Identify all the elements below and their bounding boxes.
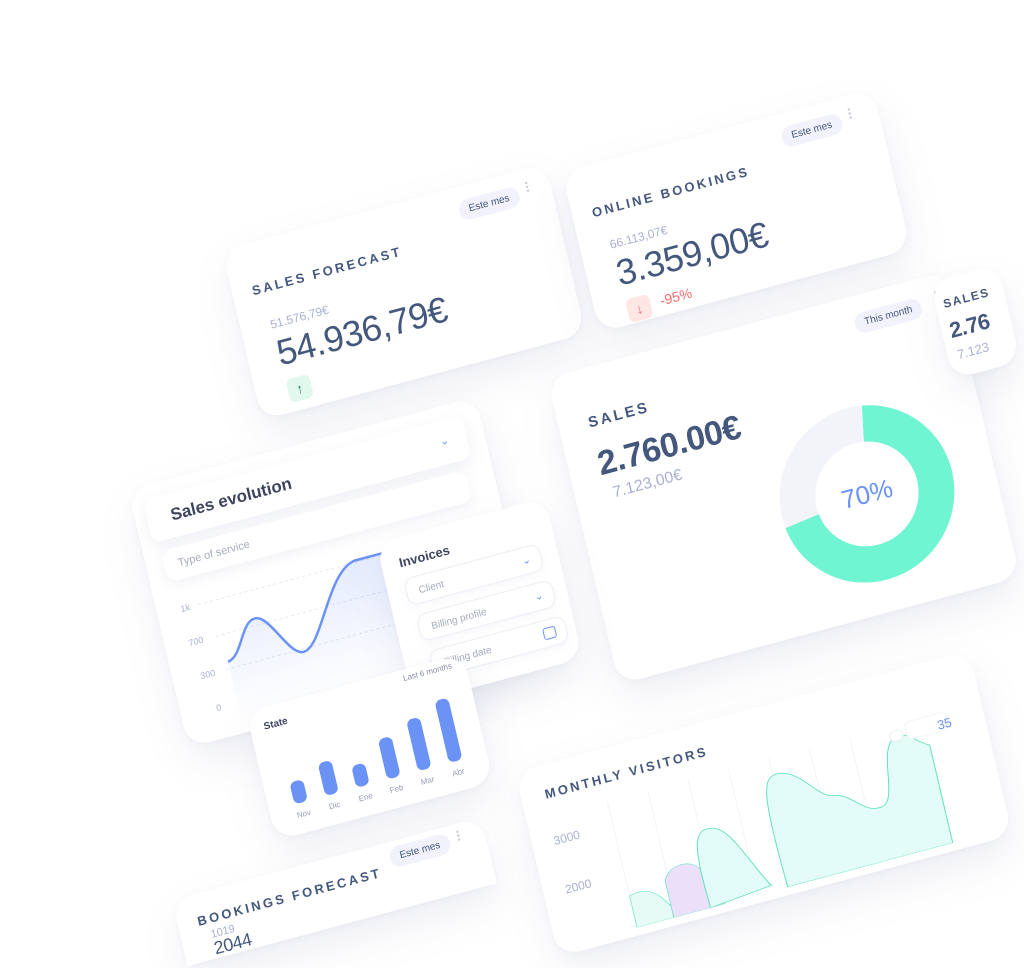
main-value: 54.936,79€: [272, 288, 452, 374]
card-title: Online bookings: [590, 163, 751, 221]
bar-chart: Nov Dic Ene Feb Mar Abr: [290, 698, 466, 820]
gridline: [197, 546, 413, 606]
more-options-icon[interactable]: •••: [454, 826, 462, 845]
donut-chart: 70%: [779, 405, 955, 583]
change-percent: -95%: [658, 284, 694, 309]
bookings-forecast-card: Bookings forecast Este mes • • • 1019 2044: [172, 817, 497, 967]
card-title: Sales evolution: [168, 473, 294, 525]
state-card: State Last 6 months Nov Dic Ene Feb Mar Abr: [246, 653, 494, 841]
x-tick-label: Mar: [420, 774, 436, 786]
x-tick-label: Abr: [451, 766, 465, 778]
y-tick-label: 700: [188, 635, 205, 649]
area-series-teal-low: [629, 890, 675, 928]
x-tick-label: Dic: [328, 800, 341, 812]
period-selector[interactable]: Este mes: [387, 832, 453, 869]
arrow-up-icon: ↑: [285, 373, 315, 404]
x-tick-label: Nov: [296, 808, 312, 820]
arrow-down-icon: ↓: [624, 293, 654, 324]
donut-percent-label: 70%: [838, 473, 895, 516]
input-placeholder: Client: [417, 578, 446, 597]
x-tick-label: Ene: [358, 791, 374, 804]
y-tick-label: 0: [215, 702, 222, 713]
y-tick-label: 2000: [563, 876, 593, 897]
area-chart: [606, 712, 954, 928]
input-placeholder: Type of service: [176, 538, 251, 570]
card-title: Sales: [586, 398, 652, 432]
area-series-teal-2: [766, 734, 954, 888]
bar: [378, 737, 400, 779]
secondary-value: 7.123: [955, 339, 991, 363]
card-title: Bookings forecast: [195, 865, 383, 929]
more-options-icon[interactable]: •••: [846, 104, 854, 123]
input-placeholder: Billing profile: [430, 606, 488, 633]
tooltip-box: [904, 712, 949, 740]
monthly-visitors-card: Monthly visitors 3000 2000 35: [515, 650, 1013, 957]
sales-forecast-card: Sales forecast Este mes • • • 51.576,79€ 5…: [222, 163, 586, 421]
more-options-icon[interactable]: •••: [523, 177, 531, 196]
bar: [318, 761, 338, 795]
chevron-down-icon: ⌄: [520, 553, 533, 568]
chevron-down-icon: ⌄: [438, 434, 451, 449]
main-value: 3.359,00€: [612, 213, 772, 294]
bar: [435, 698, 462, 762]
area-series-teal-1: [696, 827, 773, 909]
y-tick-label: 3000: [552, 827, 582, 849]
y-tick-label: 300: [199, 668, 216, 682]
sales-card: This month ••• Sales 2.760.00€ 7.123,00€…: [547, 270, 1021, 685]
card-title: Sales forecast: [250, 243, 404, 299]
calendar-icon[interactable]: [542, 625, 558, 641]
period-selector[interactable]: This month: [852, 296, 925, 336]
card-title: Sales: [941, 285, 991, 312]
chevron-down-icon: ⌄: [533, 589, 545, 604]
period-selector[interactable]: Este mes: [779, 112, 845, 149]
tooltip-point[interactable]: [888, 729, 904, 743]
bar: [290, 780, 307, 804]
card-title: Invoices: [397, 542, 452, 571]
x-tick-label: Feb: [389, 783, 405, 795]
bar: [352, 763, 369, 787]
period-selector[interactable]: Este mes: [457, 185, 522, 222]
y-tick-label: 1k: [180, 602, 192, 614]
bar: [407, 718, 431, 771]
line-series: [227, 549, 394, 663]
